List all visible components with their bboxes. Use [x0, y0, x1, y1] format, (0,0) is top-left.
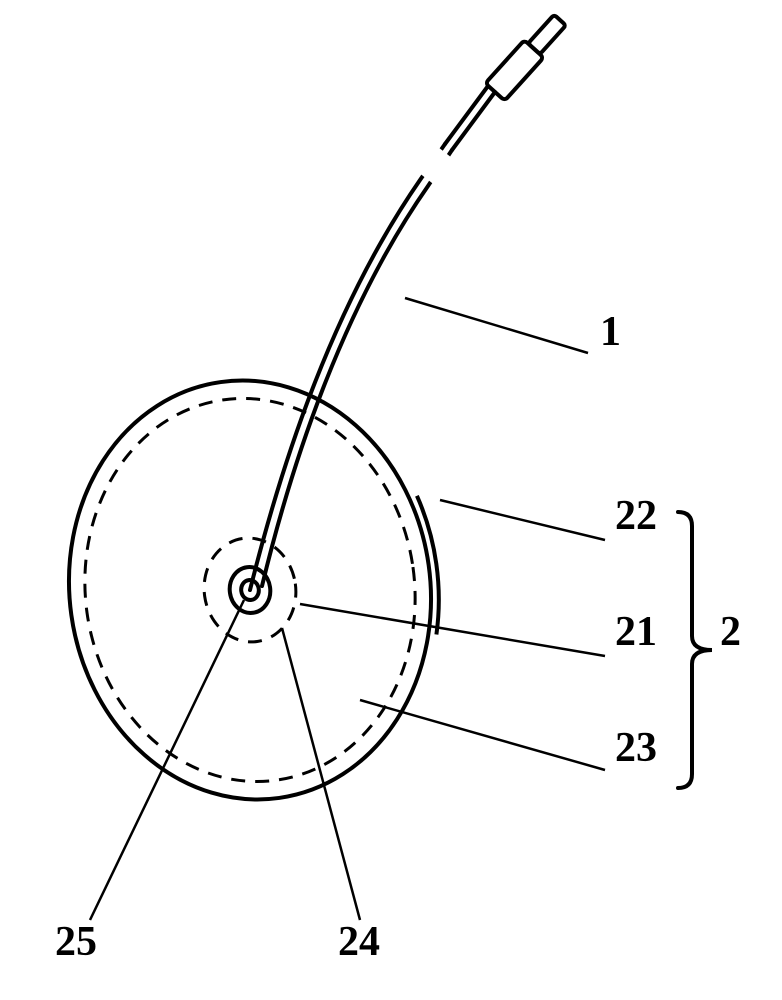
label-25: 25 — [55, 918, 97, 966]
label-23: 23 — [615, 724, 657, 772]
label-2: 2 — [720, 608, 741, 656]
label-21: 21 — [615, 608, 657, 656]
label-1: 1 — [600, 308, 621, 356]
technical-figure — [0, 0, 782, 1000]
label-22: 22 — [615, 492, 657, 540]
label-24: 24 — [338, 918, 380, 966]
